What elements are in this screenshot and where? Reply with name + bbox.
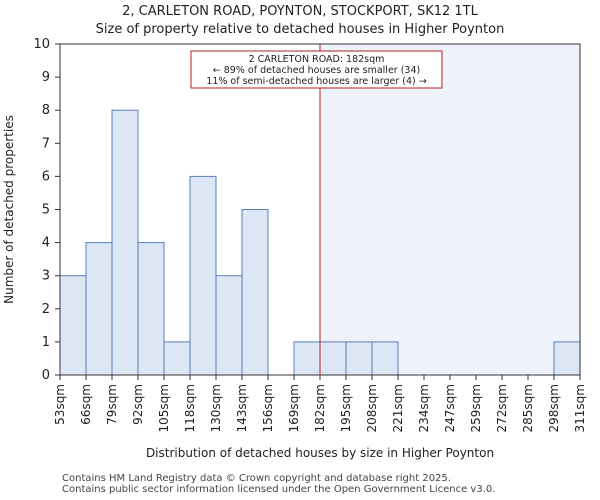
x-tick-label: 79sqm <box>105 384 119 425</box>
y-tick-label: 4 <box>42 236 50 251</box>
y-tick-label: 9 <box>42 70 50 85</box>
x-tick-label: 298sqm <box>547 384 561 432</box>
larger-region-shade <box>320 44 580 375</box>
y-tick-label: 2 <box>42 302 50 317</box>
x-tick-label: 118sqm <box>183 384 197 432</box>
x-tick-label: 195sqm <box>339 384 353 432</box>
x-tick-label: 259sqm <box>469 384 483 432</box>
annotation-line-3: 11% of semi-detached houses are larger (… <box>206 76 426 87</box>
histogram-bar <box>85 242 113 376</box>
y-tick-label: 8 <box>42 103 50 118</box>
x-tick-label: 130sqm <box>209 384 223 432</box>
annotation-line-2: ← 89% of detached houses are smaller (34… <box>213 65 420 76</box>
y-tick-label: 3 <box>42 269 50 284</box>
x-tick-label: 208sqm <box>365 384 379 432</box>
x-tick-label: 234sqm <box>417 384 431 432</box>
x-tick-label: 143sqm <box>235 384 249 432</box>
histogram-bar <box>59 275 87 376</box>
histogram-bar <box>345 341 373 376</box>
histogram-bar <box>189 175 217 376</box>
y-tick-label: 10 <box>33 37 50 52</box>
footer-licence: Contains public sector information licen… <box>62 484 496 495</box>
histogram-bar <box>293 341 321 376</box>
y-tick-label: 1 <box>42 335 50 350</box>
histogram-bar <box>137 242 165 376</box>
x-tick-label: 169sqm <box>287 384 301 432</box>
histogram-bar <box>111 109 139 376</box>
histogram-bar <box>163 341 191 376</box>
chart-title: 2, CARLETON ROAD, POYNTON, STOCKPORT, SK… <box>122 4 478 19</box>
x-tick-label: 285sqm <box>521 384 535 432</box>
x-tick-label: 247sqm <box>443 384 457 432</box>
histogram-bar <box>553 341 581 376</box>
annotation-line-1: 2 CARLETON ROAD: 182sqm <box>249 54 385 65</box>
y-tick-label: 5 <box>42 203 50 218</box>
x-tick-label: 311sqm <box>573 384 587 432</box>
x-tick-label: 53sqm <box>53 384 67 425</box>
x-tick-label: 105sqm <box>157 384 171 432</box>
chart-subtitle: Size of property relative to detached ho… <box>95 22 505 37</box>
x-tick-label: 66sqm <box>79 384 93 425</box>
y-tick-label: 6 <box>42 169 50 184</box>
y-axis-label: Number of detached properties <box>2 115 16 304</box>
y-tick-label: 7 <box>42 136 50 151</box>
histogram-bar <box>215 275 243 376</box>
histogram-bar <box>319 341 347 376</box>
x-tick-label: 182sqm <box>313 384 327 432</box>
x-tick-label: 221sqm <box>391 384 405 432</box>
footer-copyright: Contains HM Land Registry data © Crown c… <box>62 473 451 484</box>
histogram-bar <box>241 209 269 376</box>
x-axis-label: Distribution of detached houses by size … <box>146 446 494 460</box>
y-tick-label: 0 <box>42 368 50 383</box>
annotation-box <box>190 50 443 89</box>
histogram-bar <box>371 341 399 376</box>
x-tick-label: 156sqm <box>261 384 275 432</box>
x-tick-label: 272sqm <box>495 384 509 432</box>
x-tick-label: 92sqm <box>131 384 145 425</box>
